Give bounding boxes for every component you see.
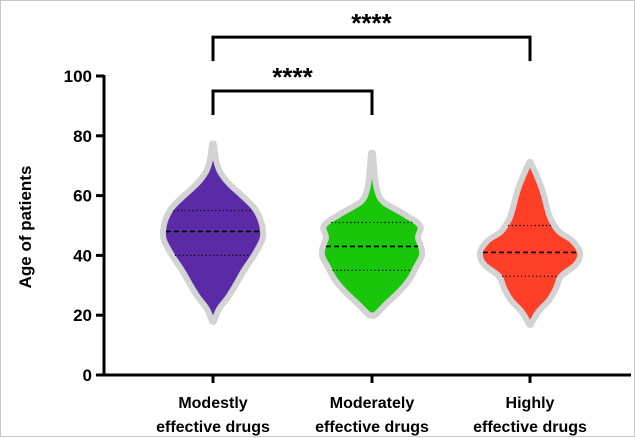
x-tick-label: Modestly xyxy=(178,395,247,412)
x-tick-label: effective drugs xyxy=(315,419,429,436)
y-tick-label: 80 xyxy=(73,127,92,146)
y-tick-label: 100 xyxy=(64,67,92,86)
violin-body xyxy=(476,159,584,329)
x-tick-label: Highly xyxy=(506,395,555,412)
violin-group xyxy=(476,159,584,329)
y-axis-ticks: 0 20 40 60 80 100 Modestly effective drugs Moder… xyxy=(64,67,587,436)
violins xyxy=(159,140,584,329)
significance-label: **** xyxy=(351,8,392,38)
y-tick-label: 40 xyxy=(73,246,92,265)
y-tick-label: 20 xyxy=(73,306,92,325)
significance-brackets: **** **** xyxy=(211,8,532,115)
y-axis-label: Age of patients xyxy=(16,166,35,289)
y-tick-label: 0 xyxy=(83,366,92,385)
y-tick-label: 60 xyxy=(73,187,92,206)
significance-bracket xyxy=(211,35,532,62)
x-tick-label: effective drugs xyxy=(156,419,270,436)
x-tick-label: Moderately xyxy=(330,395,415,412)
violin-body xyxy=(318,149,426,320)
violin-group xyxy=(159,140,267,326)
violin-body xyxy=(159,140,267,326)
significance-bracket xyxy=(211,89,374,115)
violin-group xyxy=(318,149,426,320)
significance-label: **** xyxy=(272,62,313,92)
x-tick-label: effective drugs xyxy=(473,419,587,436)
